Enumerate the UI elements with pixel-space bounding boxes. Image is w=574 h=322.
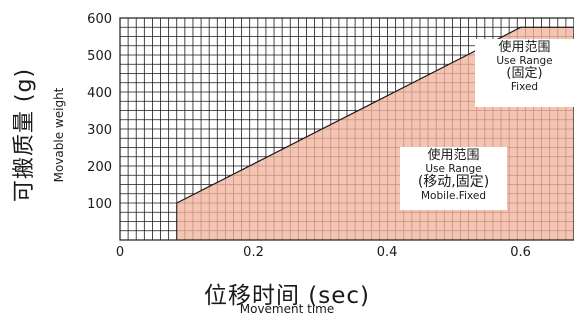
y-tick-label: 600 bbox=[87, 12, 112, 27]
x-axis-title: 位移时间 (sec) bbox=[203, 283, 371, 309]
y-axis-subtitle-text: Movable weight bbox=[52, 87, 66, 183]
mobile-fixed-range-label-cn: 使用范围 bbox=[427, 148, 480, 163]
mobile-fixed-range-label-en: Use Range bbox=[425, 162, 482, 175]
axes bbox=[119, 17, 574, 241]
mobile-fixed-range-mode-cn: (移动,固定) bbox=[417, 174, 490, 191]
y-tick-label: 300 bbox=[87, 123, 112, 138]
fixed-range-mode-en: Fixed bbox=[510, 80, 539, 93]
x-tick-label: 0.4 bbox=[377, 245, 398, 260]
fixed-range-mode-cn: (固定) bbox=[506, 66, 543, 82]
x-tick-label: 0.2 bbox=[243, 245, 264, 260]
mobile-fixed-range-mode-en: Mobile.Fixed bbox=[421, 189, 486, 202]
y-tick-label: 500 bbox=[87, 49, 112, 64]
y-axis-title-text: 可搬质量 (g) bbox=[12, 67, 37, 203]
y-axis-subtitle: Movable weight bbox=[48, 40, 70, 230]
mobile-fixed-range-label: 使用范围 Use Range (移动,固定) Mobile.Fixed bbox=[400, 147, 507, 210]
fixed-range-label: 使用范围 Use Range (固定) Fixed bbox=[475, 39, 574, 107]
fixed-range-label-en: Use Range bbox=[496, 54, 553, 67]
y-tick-label: 400 bbox=[87, 86, 112, 101]
plot-frame bbox=[119, 17, 574, 241]
y-tick-label: 100 bbox=[87, 197, 112, 212]
y-tick-label: 200 bbox=[87, 160, 112, 175]
tick-labels: 0 0.2 0.4 0.6 100 200 300 400 500 600 bbox=[87, 12, 531, 260]
y-axis-title: 可搬质量 (g) bbox=[2, 40, 42, 230]
fixed-range-label-cn: 使用范围 bbox=[498, 40, 551, 55]
x-tick-label: 0.6 bbox=[510, 245, 531, 260]
x-tick-label: 0 bbox=[116, 245, 124, 260]
x-axis-subtitle: Movement time bbox=[239, 302, 335, 316]
